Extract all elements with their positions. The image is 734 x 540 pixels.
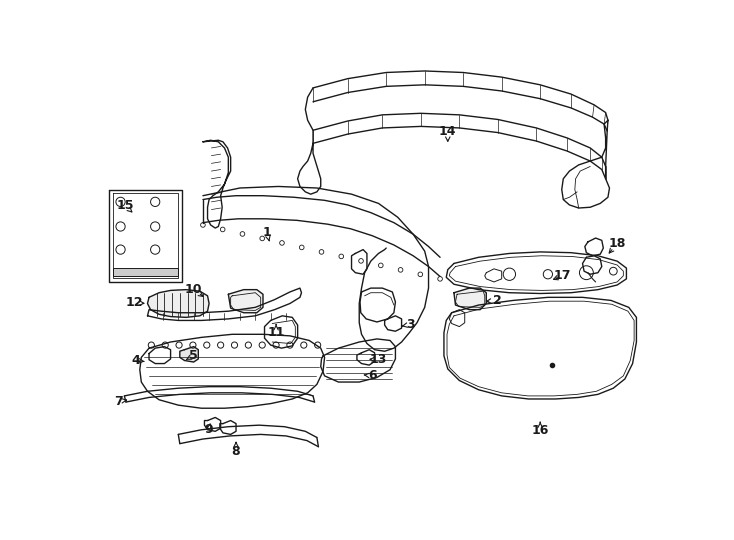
Text: 6: 6: [368, 369, 377, 382]
Text: 9: 9: [205, 423, 214, 436]
Text: 1: 1: [263, 226, 271, 239]
Text: 3: 3: [407, 318, 415, 331]
Text: 4: 4: [131, 354, 140, 367]
Text: 15: 15: [117, 199, 134, 212]
Text: 7: 7: [114, 395, 123, 408]
Polygon shape: [228, 289, 263, 313]
Text: 18: 18: [608, 237, 626, 250]
Text: 13: 13: [370, 353, 387, 366]
Bar: [113, 268, 178, 276]
Polygon shape: [454, 288, 487, 309]
Text: 17: 17: [553, 269, 571, 282]
Text: 2: 2: [493, 294, 501, 307]
Polygon shape: [180, 347, 198, 362]
Text: 12: 12: [126, 296, 143, 309]
Text: 11: 11: [267, 326, 285, 339]
Text: 8: 8: [232, 445, 240, 458]
Text: 14: 14: [439, 125, 457, 138]
Text: 10: 10: [185, 283, 203, 296]
Text: 16: 16: [531, 424, 549, 437]
Polygon shape: [148, 289, 209, 318]
Text: 5: 5: [189, 349, 198, 362]
